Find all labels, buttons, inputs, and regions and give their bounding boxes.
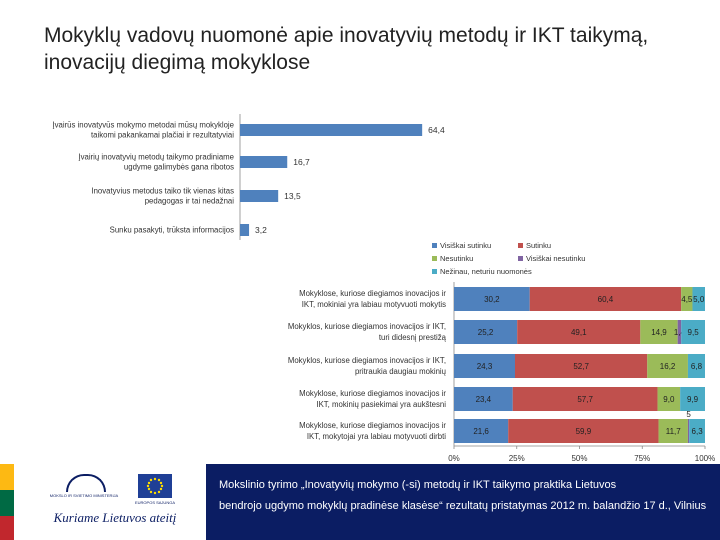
data-label: 16,2	[660, 362, 676, 371]
bar-segment	[689, 419, 705, 443]
x-tick-label: 50%	[571, 454, 587, 463]
bar-segment	[647, 354, 688, 378]
data-label: 11,7	[666, 427, 682, 436]
footer-banner: Mokslinio tyrimo „Inovatyvių mokymo (-si…	[206, 464, 720, 540]
bar-segment	[677, 320, 682, 344]
bar-segment	[680, 387, 705, 411]
legend-label: Nesutinku	[440, 254, 474, 263]
legend-label: Visiškai nesutinku	[526, 254, 586, 263]
data-label: 16,7	[293, 157, 310, 167]
data-label: 21,6	[473, 427, 489, 436]
ministry-name: MOKSLO IR SVIETIMO MINISTERIJA	[49, 493, 119, 498]
bar-segment	[692, 287, 705, 311]
x-tick-label: 0%	[448, 454, 460, 463]
data-label: 57,7	[577, 395, 593, 404]
legend: Visiškai sutinku Sutinku Nesutinku Visiš…	[432, 241, 585, 281]
category-label: Sunku pasakyti, trūksta informacijos	[110, 226, 234, 235]
data-label: 1,4	[674, 328, 686, 337]
bar-segment	[658, 419, 688, 443]
eu-flag-icon	[138, 474, 172, 498]
data-label: 60,4	[598, 295, 614, 304]
bar-segment	[454, 354, 515, 378]
bar-segment	[687, 419, 690, 443]
data-label: 52,7	[573, 362, 589, 371]
legend-item: Nežinau, neturiu nuomonės	[432, 267, 532, 276]
bar-segment	[517, 320, 641, 344]
category-label: Mokyklose, kuriose diegiamos inovacijos …	[299, 421, 446, 441]
category-label: Įvairių inovatyvių metodų taikymo pradin…	[78, 153, 234, 172]
legend-item: Nesutinku	[432, 254, 473, 263]
footer-line-1: Mokslinio tyrimo „Inovatyvių mokymo (-si…	[219, 479, 617, 491]
eu-stars-icon	[146, 477, 164, 495]
legend-swatch-icon	[518, 256, 523, 261]
category-label: Mokyklose, kuriose diegiamos inovacijos …	[299, 289, 446, 309]
bar-segment	[454, 320, 518, 344]
bar	[240, 124, 423, 136]
data-label: 49,1	[571, 328, 587, 337]
bar-segment	[512, 387, 658, 411]
footer-line-2: bendrojo ugdymo mokyklų pradinėse klasės…	[219, 500, 707, 512]
data-label: 23,4	[476, 395, 492, 404]
data-label: 3,2	[255, 225, 267, 235]
data-label: 59,9	[576, 427, 592, 436]
bar-segment	[454, 287, 530, 311]
bar-segment	[640, 320, 678, 344]
chart-innovation-opinions: 0% 25% 50% 75% 100% 30,2 60,4 4,5 5,0 Mokyklose, …	[288, 282, 715, 463]
chart-opinion-methods: 64,4 Įvairūs inovatyvūs mokymo metodai mū…	[52, 114, 445, 240]
data-label: 5	[686, 410, 691, 419]
bar-segment	[529, 287, 682, 311]
legend-swatch-icon	[518, 243, 523, 248]
legend-label: Sutinku	[526, 241, 552, 250]
legend-swatch-icon	[432, 243, 437, 248]
data-label: 13,5	[284, 191, 301, 201]
bar-segment	[454, 419, 509, 443]
legend-item: Visiškai nesutinku	[518, 254, 585, 263]
x-tick-label: 25%	[509, 454, 525, 463]
data-label: 6,8	[691, 362, 703, 371]
legend-item: Visiškai sutinku	[432, 241, 491, 250]
category-label: Įvairūs inovatyvūs mokymo metodai mūsų m…	[52, 121, 234, 140]
bar	[240, 156, 288, 168]
bar-segment	[514, 354, 648, 378]
bar-segment	[687, 354, 705, 378]
x-tick-label: 100%	[695, 454, 715, 463]
data-label: 5,0	[693, 295, 705, 304]
legend-label: Nežinau, neturiu nuomonės	[440, 267, 532, 276]
flag-stripe-green	[0, 490, 14, 516]
eu-name: EUROPOS SAJUNGA	[134, 500, 175, 505]
legend-swatch-icon	[432, 269, 437, 274]
data-label: 9,9	[687, 395, 699, 404]
legend-label: Visiškai sutinku	[440, 241, 492, 250]
bar-segment	[508, 419, 659, 443]
flag-stripe-yellow	[0, 464, 14, 490]
bar	[240, 190, 279, 202]
logo-block: MOKSLO IR SVIETIMO MINISTERIJA EUROPOS S…	[40, 470, 190, 530]
data-label: 30,2	[484, 295, 500, 304]
bar-segment	[681, 320, 705, 344]
bar-segment	[657, 387, 681, 411]
data-label: 14,9	[651, 328, 667, 337]
bar-segment	[454, 387, 513, 411]
bar	[240, 224, 250, 236]
x-tick-label: 75%	[634, 454, 650, 463]
logo-arc-icon	[66, 474, 106, 492]
slogan: Kuriame Lietuvos ateitį	[53, 510, 177, 525]
data-label: 25,2	[478, 328, 494, 337]
data-label: 24,3	[477, 362, 493, 371]
data-label: 64,4	[428, 125, 445, 135]
page-title: Mokyklų vadovų nuomonė apie inovatyvių m…	[44, 24, 649, 74]
data-label: 6,3	[692, 427, 704, 436]
category-label: Inovatyvius metodus taiko tik vienas kit…	[91, 187, 234, 206]
legend-item: Sutinku	[518, 241, 551, 250]
data-label: 4,5	[681, 295, 693, 304]
legend-swatch-icon	[432, 256, 437, 261]
category-label: Mokyklose, kuriose diegiamos inovacijos …	[299, 389, 446, 409]
ministry-logo: MOKSLO IR SVIETIMO MINISTERIJA	[48, 474, 120, 504]
category-label: Mokyklos, kuriose diegiamos inovacijos i…	[288, 322, 447, 342]
data-label: 9,5	[688, 328, 700, 337]
flag-stripe-red	[0, 516, 14, 540]
category-label: Mokyklos, kuriose diegiamos inovacijos i…	[288, 356, 446, 376]
bar-segment	[681, 287, 693, 311]
data-label: 9,0	[663, 395, 675, 404]
